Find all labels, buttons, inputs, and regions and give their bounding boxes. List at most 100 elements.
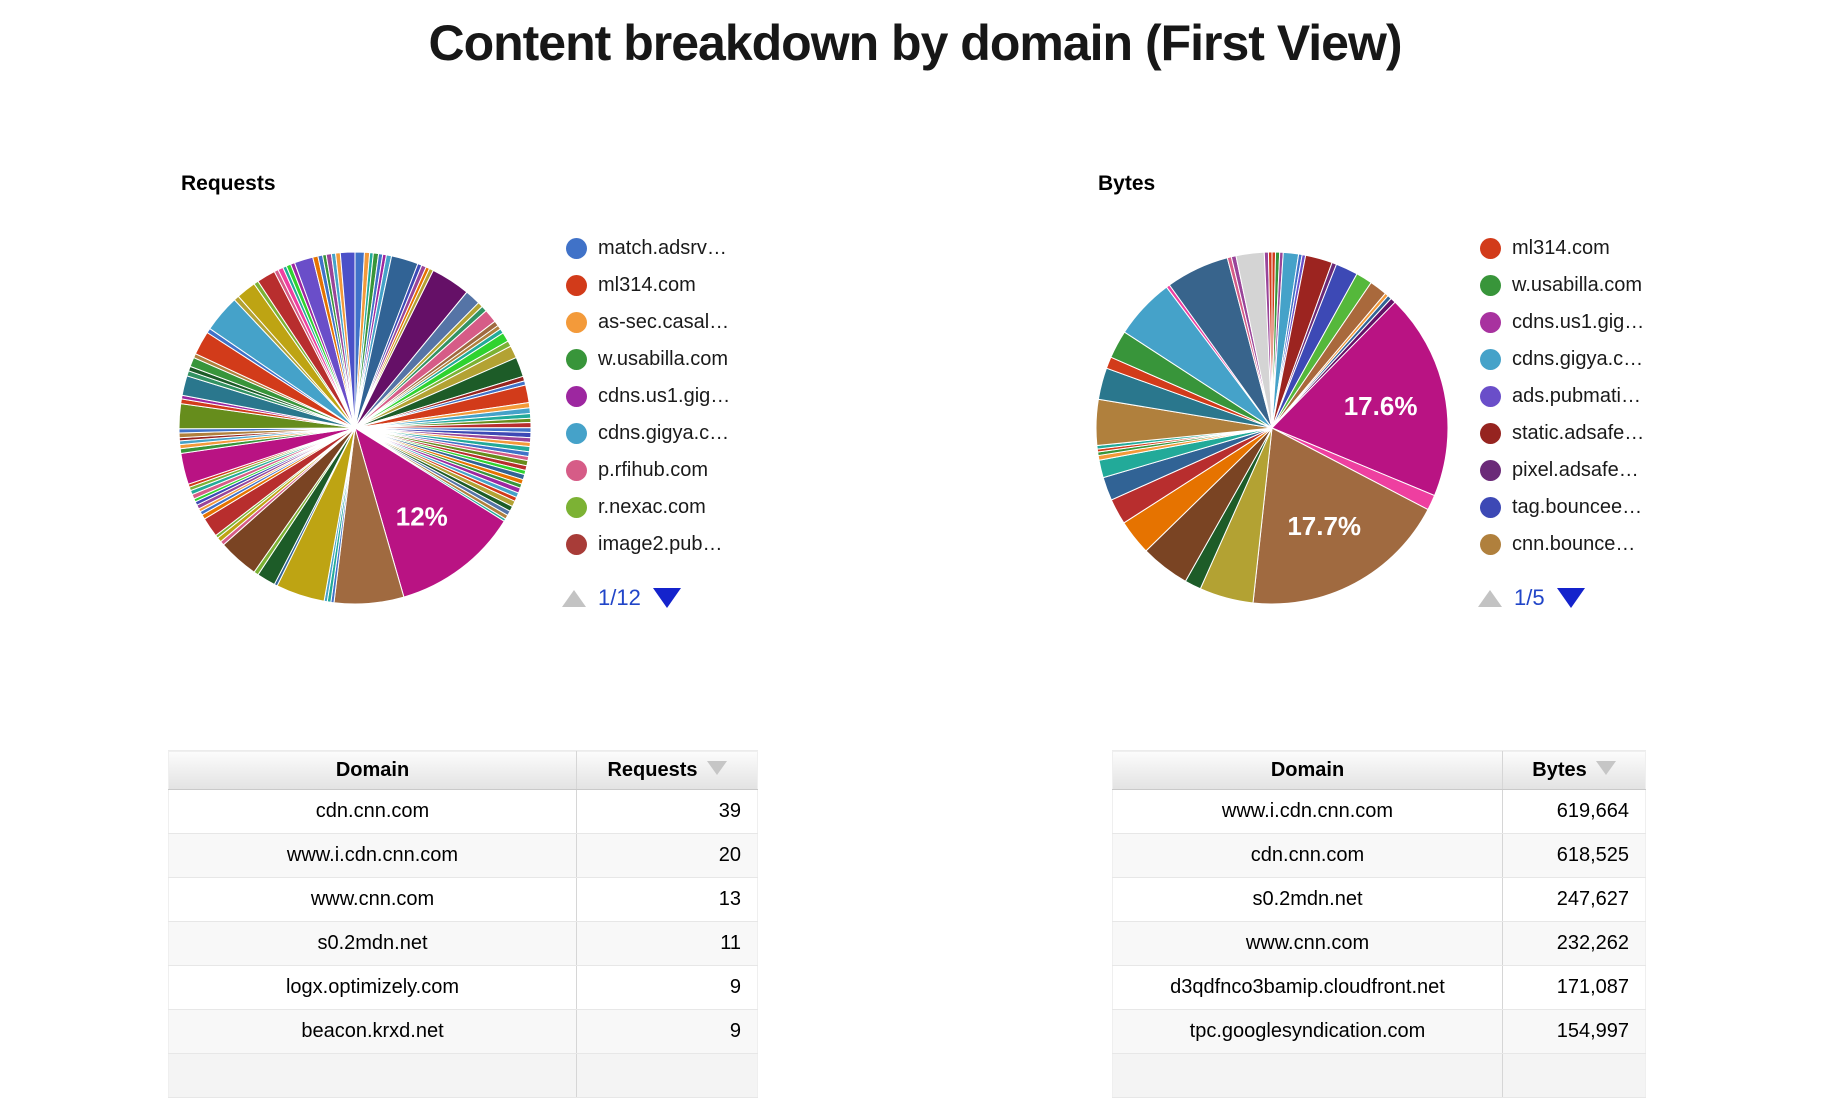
legend-color-dot-icon bbox=[1480, 423, 1501, 444]
value-cell: 39 bbox=[576, 789, 758, 834]
table-row: www.cnn.com 232,262 bbox=[1112, 921, 1646, 966]
value-cell: 232,262 bbox=[1502, 921, 1646, 966]
domain-cell: www.i.cdn.cnn.com bbox=[168, 833, 577, 878]
legend-label: r.nexac.com bbox=[598, 496, 706, 518]
legend-label: ml314.com bbox=[1512, 237, 1610, 259]
value-cell: 618,525 bbox=[1502, 833, 1646, 878]
legend-item[interactable]: cdns.gigya.c… bbox=[1480, 341, 1644, 378]
legend-label: pixel.adsafe… bbox=[1512, 459, 1639, 481]
legend-page-up-icon[interactable] bbox=[1478, 589, 1502, 607]
pie-slice[interactable] bbox=[354, 426, 505, 598]
legend-color-dot-icon bbox=[1480, 312, 1501, 333]
legend-label: cdns.gigya.c… bbox=[1512, 348, 1644, 370]
legend-item[interactable]: w.usabilla.com bbox=[566, 341, 730, 378]
legend-label: image2.pub… bbox=[598, 533, 723, 555]
domain-cell: cdn.cnn.com bbox=[1112, 833, 1503, 878]
table-row: s0.2mdn.net 247,627 bbox=[1112, 877, 1646, 922]
column-header-requests[interactable]: Requests bbox=[576, 750, 758, 790]
pie-slice[interactable] bbox=[1252, 427, 1429, 605]
domain-cell bbox=[1112, 1053, 1503, 1098]
pie-slice[interactable] bbox=[1267, 251, 1273, 429]
value-cell: 13 bbox=[576, 877, 758, 922]
legend-color-dot-icon bbox=[1480, 275, 1501, 296]
legend-item[interactable]: tag.bouncee… bbox=[1480, 489, 1644, 526]
legend-color-dot-icon bbox=[566, 312, 587, 333]
pie-slice[interactable] bbox=[1271, 301, 1449, 497]
legend-page-down-icon[interactable] bbox=[652, 588, 681, 608]
domain-cell: d3qdfnco3bamip.cloudfront.net bbox=[1112, 965, 1503, 1010]
table-header-row: Domain Requests bbox=[168, 750, 758, 790]
column-header-domain[interactable]: Domain bbox=[1112, 750, 1503, 790]
bytes-pie-chart: 17.6% 17.7% bbox=[1095, 251, 1449, 605]
legend-color-dot-icon bbox=[1480, 534, 1501, 555]
requests-pie-chart: 12% bbox=[178, 251, 532, 605]
legend-item[interactable]: pixel.adsafe… bbox=[1480, 452, 1644, 489]
legend-label: w.usabilla.com bbox=[598, 348, 729, 370]
value-cell: 619,664 bbox=[1502, 789, 1646, 834]
legend-color-dot-icon bbox=[566, 423, 587, 444]
value-cell: 11 bbox=[576, 921, 758, 966]
legend-item[interactable]: match.adsrv… bbox=[566, 230, 730, 267]
bytes-legend: ml314.com w.usabilla.com cdns.us1.gig… cdns… bbox=[1480, 230, 1644, 563]
legend-label: match.adsrv… bbox=[598, 237, 727, 259]
legend-color-dot-icon bbox=[566, 534, 587, 555]
legend-item[interactable]: static.adsafe… bbox=[1480, 415, 1644, 452]
value-cell: 20 bbox=[576, 833, 758, 878]
column-header-label: Bytes bbox=[1532, 758, 1587, 781]
value-cell bbox=[576, 1053, 758, 1098]
pie-percent-label: 17.7% bbox=[1287, 511, 1361, 541]
legend-label: p.rfihub.com bbox=[598, 459, 709, 481]
legend-item[interactable]: ads.pubmati… bbox=[1480, 378, 1644, 415]
legend-label: tag.bouncee… bbox=[1512, 496, 1643, 518]
table-row: www.i.cdn.cnn.com 20 bbox=[168, 833, 758, 878]
legend-color-dot-icon bbox=[566, 349, 587, 370]
legend-page-up-icon[interactable] bbox=[562, 589, 586, 607]
legend-color-dot-icon bbox=[1480, 349, 1501, 370]
table-row: cdn.cnn.com 39 bbox=[168, 789, 758, 834]
domain-cell: www.cnn.com bbox=[1112, 921, 1503, 966]
domain-cell: s0.2mdn.net bbox=[168, 921, 577, 966]
legend-item[interactable]: r.nexac.com bbox=[566, 489, 730, 526]
value-cell: 247,627 bbox=[1502, 877, 1646, 922]
legend-color-dot-icon bbox=[1480, 460, 1501, 481]
column-header-domain[interactable]: Domain bbox=[168, 750, 577, 790]
legend-item[interactable]: cdns.us1.gig… bbox=[1480, 304, 1644, 341]
chart-title-bytes: Bytes bbox=[1098, 172, 1156, 195]
domain-cell: beacon.krxd.net bbox=[168, 1009, 577, 1054]
chart-title-requests: Requests bbox=[181, 172, 276, 195]
legend-page-indicator: 1/5 bbox=[1514, 585, 1545, 610]
bytes-table: Domain Bytes www.i.cdn.cnn.com 619,664 cdn… bbox=[1112, 750, 1646, 1098]
table-row: beacon.krxd.net 9 bbox=[168, 1009, 758, 1054]
legend-item[interactable]: w.usabilla.com bbox=[1480, 267, 1644, 304]
domain-cell: www.cnn.com bbox=[168, 877, 577, 922]
legend-label: cdns.us1.gig… bbox=[598, 385, 731, 407]
legend-page-indicator: 1/12 bbox=[598, 585, 641, 610]
value-cell: 9 bbox=[576, 1009, 758, 1054]
legend-item[interactable]: as-sec.casal… bbox=[566, 304, 730, 341]
pie-slice[interactable] bbox=[339, 251, 356, 429]
pie-percent-label: 17.6% bbox=[1344, 391, 1418, 421]
domain-cell: cdn.cnn.com bbox=[168, 789, 577, 834]
table-row: s0.2mdn.net 11 bbox=[168, 921, 758, 966]
legend-item[interactable]: p.rfihub.com bbox=[566, 452, 730, 489]
legend-item[interactable]: cdns.gigya.c… bbox=[566, 415, 730, 452]
domain-cell: www.i.cdn.cnn.com bbox=[1112, 789, 1503, 834]
legend-color-dot-icon bbox=[1480, 238, 1501, 259]
legend-item[interactable]: ml314.com bbox=[1480, 230, 1644, 267]
legend-item[interactable]: ml314.com bbox=[566, 267, 730, 304]
domain-cell: tpc.googlesyndication.com bbox=[1112, 1009, 1503, 1054]
legend-item[interactable]: cnn.bounce… bbox=[1480, 526, 1644, 563]
column-header-bytes[interactable]: Bytes bbox=[1502, 750, 1646, 790]
domain-cell: s0.2mdn.net bbox=[1112, 877, 1503, 922]
table-row: logx.optimizely.com 9 bbox=[168, 965, 758, 1010]
legend-color-dot-icon bbox=[566, 460, 587, 481]
sort-desc-icon bbox=[706, 761, 727, 776]
legend-page-down-icon[interactable] bbox=[1556, 588, 1585, 608]
domain-cell bbox=[168, 1053, 577, 1098]
legend-item[interactable]: cdns.us1.gig… bbox=[566, 378, 730, 415]
page-title: Content breakdown by domain (First View) bbox=[428, 15, 1402, 71]
table-header-row: Domain Bytes bbox=[1112, 750, 1646, 790]
legend-label: static.adsafe… bbox=[1512, 422, 1645, 444]
legend-item[interactable]: image2.pub… bbox=[566, 526, 730, 563]
legend-color-dot-icon bbox=[1480, 386, 1501, 407]
